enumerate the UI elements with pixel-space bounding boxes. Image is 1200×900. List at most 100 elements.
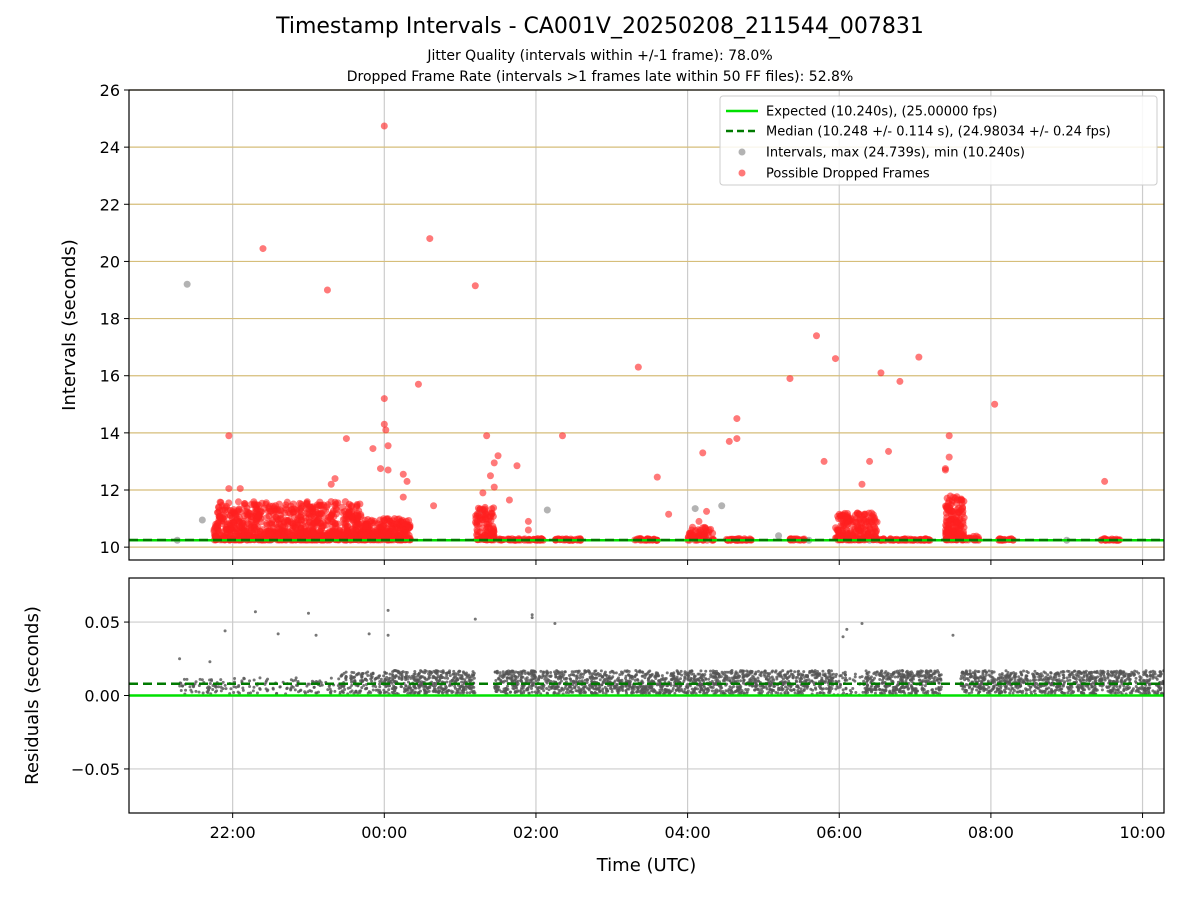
dropped-frame-point [487, 529, 495, 537]
residual-point [705, 691, 709, 695]
dropped-frame-rate-subtitle: Dropped Frame Rate (intervals >1 frames … [346, 69, 854, 85]
y-tick-label: 24 [100, 138, 120, 157]
dropped-frame-point [225, 432, 233, 440]
residual-point [503, 679, 507, 683]
residual-point [883, 684, 887, 688]
legend-dropped-swatch [738, 169, 746, 177]
residual-point [800, 673, 804, 677]
residual-point [917, 675, 921, 679]
dropped-frame-point [694, 528, 702, 536]
residual-point [756, 676, 760, 680]
residual-point [1043, 671, 1047, 675]
dropped-frame-point [399, 493, 407, 501]
dropped-frame-point [858, 480, 866, 488]
residual-point [873, 685, 877, 689]
dropped-frame-point [317, 502, 325, 510]
jitter-quality-subtitle: Jitter Quality (intervals within +/-1 fr… [427, 48, 773, 64]
residual-point [607, 674, 611, 678]
residual-point [1021, 689, 1025, 693]
residual-point [401, 670, 405, 674]
residual-point [717, 672, 721, 676]
residual-point [498, 671, 502, 675]
residual-point [454, 691, 458, 695]
residual-point [970, 690, 974, 694]
residual-point [784, 685, 788, 689]
residual-point [433, 681, 437, 685]
residual-point [736, 679, 740, 683]
legend-intervals-swatch [738, 148, 746, 156]
residual-point [657, 679, 661, 683]
dropped-frame-point [733, 435, 741, 443]
residual-point [417, 690, 421, 694]
residual-point [704, 677, 708, 681]
residual-point [717, 675, 721, 679]
residual-point [501, 675, 505, 679]
residual-point [510, 675, 514, 679]
residual-point [404, 684, 408, 688]
residual-point [412, 675, 416, 679]
residual-point [899, 678, 903, 682]
residual-point [1049, 671, 1053, 675]
residual-point [730, 676, 734, 680]
dropped-frame-point [306, 519, 314, 527]
residual-point [550, 686, 554, 690]
residual-point [547, 688, 551, 692]
residual-point [585, 677, 589, 681]
residual-point [588, 675, 592, 679]
residual-point [194, 689, 198, 693]
residual-point [702, 685, 706, 689]
residual-point [617, 685, 621, 689]
residual-point [734, 670, 738, 674]
residual-point [834, 679, 838, 683]
residual-point [810, 679, 814, 683]
residual-point [844, 676, 848, 680]
residual-point [543, 677, 547, 681]
residual-point [754, 681, 758, 685]
residual-point [340, 684, 344, 688]
residual-point [683, 672, 687, 676]
residual-point [258, 686, 262, 690]
residual-point [923, 679, 927, 683]
residual-point [452, 676, 456, 680]
residual-point [582, 672, 586, 676]
residual-point [366, 673, 370, 677]
residual-point [237, 683, 241, 687]
residual-point [884, 670, 888, 674]
residual-point [597, 689, 601, 693]
residual-point [506, 684, 510, 688]
residual-point [400, 674, 404, 678]
residual-point [441, 675, 445, 679]
residual-point [799, 687, 803, 691]
residual-point [428, 686, 432, 690]
residual-point [679, 687, 683, 691]
residual-point [634, 669, 638, 673]
residual-point [224, 687, 228, 691]
residual-point [623, 669, 627, 673]
residual-point [573, 681, 577, 685]
residual-point [770, 670, 774, 674]
residual-point [819, 686, 823, 690]
residual-point [789, 669, 793, 673]
dropped-frame-point [236, 485, 244, 493]
residual-point [180, 684, 184, 688]
residual-point [686, 677, 690, 681]
residual-point [594, 673, 598, 677]
residual-point [686, 691, 690, 695]
dropped-frame-point [426, 235, 434, 243]
residual-point [603, 677, 607, 681]
residual-point [826, 676, 830, 680]
residual-point [741, 671, 745, 675]
residual-point [773, 670, 777, 674]
residual-point [390, 673, 394, 677]
dropped-frame-point [303, 528, 311, 536]
residual-point [971, 687, 975, 691]
residual-point [794, 676, 798, 680]
residual-point [718, 689, 722, 693]
residual-point [191, 685, 195, 689]
residual-point [293, 688, 297, 692]
residual-point [563, 670, 567, 674]
residual-point [936, 671, 940, 675]
dropped-frame-point [215, 507, 223, 515]
residual-point [837, 679, 841, 683]
